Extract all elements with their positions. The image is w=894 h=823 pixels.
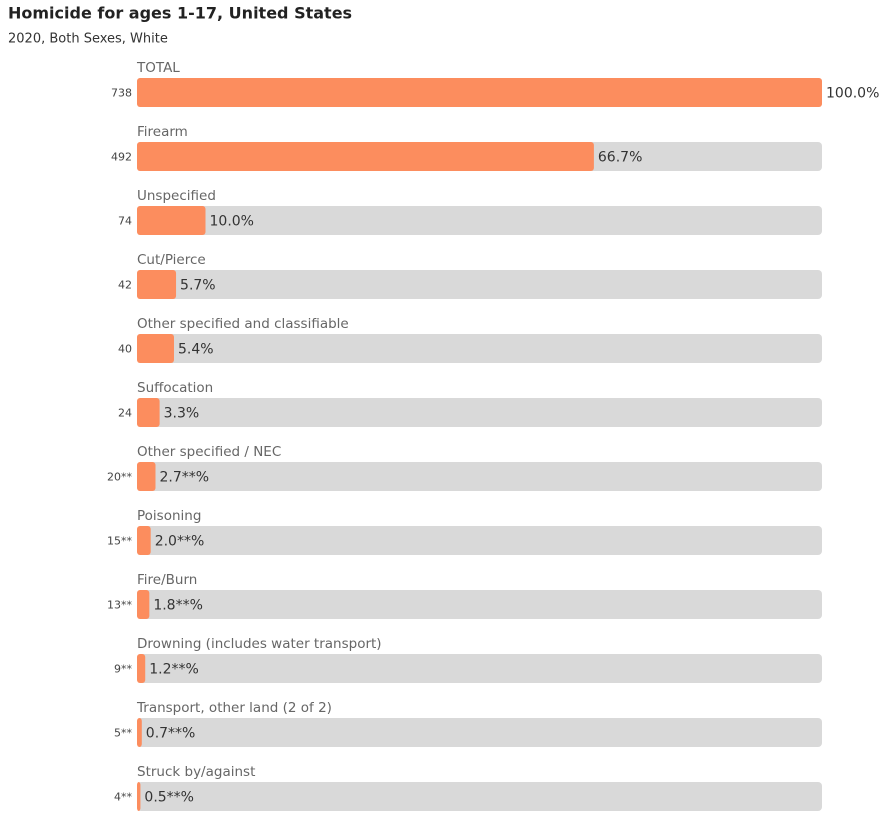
count-label: 15** [107,535,132,548]
bar [137,654,146,683]
bar [137,78,822,107]
category-label: Unspecified [137,188,216,204]
count-label: 9** [114,663,132,676]
bar [137,334,174,363]
category-label: TOTAL [136,60,180,76]
bar-track [137,654,822,683]
bar-track [137,462,822,491]
value-label: 66.7% [598,150,642,166]
category-label: Cut/Pierce [137,252,206,268]
count-label: 20** [107,471,132,484]
category-label: Firearm [137,124,188,140]
bar [137,526,151,555]
count-label: 4** [114,791,132,804]
category-label: Struck by/against [137,764,255,780]
bar [137,142,594,171]
count-label: 24 [118,407,132,420]
bar-track [137,590,822,619]
value-label: 5.7% [180,278,216,294]
value-label: 1.2**% [149,662,199,678]
value-label: 5.4% [178,342,214,358]
category-label: Transport, other land (2 of 2) [136,700,332,716]
value-label: 2.7**% [159,470,209,486]
bar-track [137,398,822,427]
value-label: 10.0% [210,214,254,230]
chart-title: Homicide for ages 1-17, United States [8,4,352,23]
bar [137,718,142,747]
value-label: 3.3% [164,406,200,422]
category-label: Poisoning [137,508,201,524]
category-label: Fire/Burn [137,572,197,588]
category-label: Other specified / NEC [137,444,281,460]
value-label: 0.7**% [146,726,196,742]
count-label: 5** [114,727,132,740]
category-label: Other specified and classifiable [137,316,349,332]
value-label: 0.5**% [144,790,194,806]
bar-track [137,270,822,299]
count-label: 74 [118,215,132,228]
bar [137,270,177,299]
bar [137,206,206,235]
bar-track [137,206,822,235]
value-label: 100.0% [826,86,879,102]
chart-subtitle: 2020, Both Sexes, White [8,32,168,47]
count-label: 40 [118,343,132,356]
bar [137,782,141,811]
value-label: 1.8**% [153,598,203,614]
bar [137,590,150,619]
bar-track [137,782,822,811]
count-label: 738 [111,87,132,100]
category-label: Drowning (includes water transport) [137,636,382,652]
count-label: 13** [107,599,132,612]
count-label: 42 [118,279,132,292]
bar-track [137,526,822,555]
bar-track [137,334,822,363]
category-label: Suffocation [137,380,213,396]
bar [137,398,160,427]
bar [137,462,156,491]
value-label: 2.0**% [155,534,205,550]
bar-track [137,718,822,747]
count-label: 492 [111,151,132,164]
